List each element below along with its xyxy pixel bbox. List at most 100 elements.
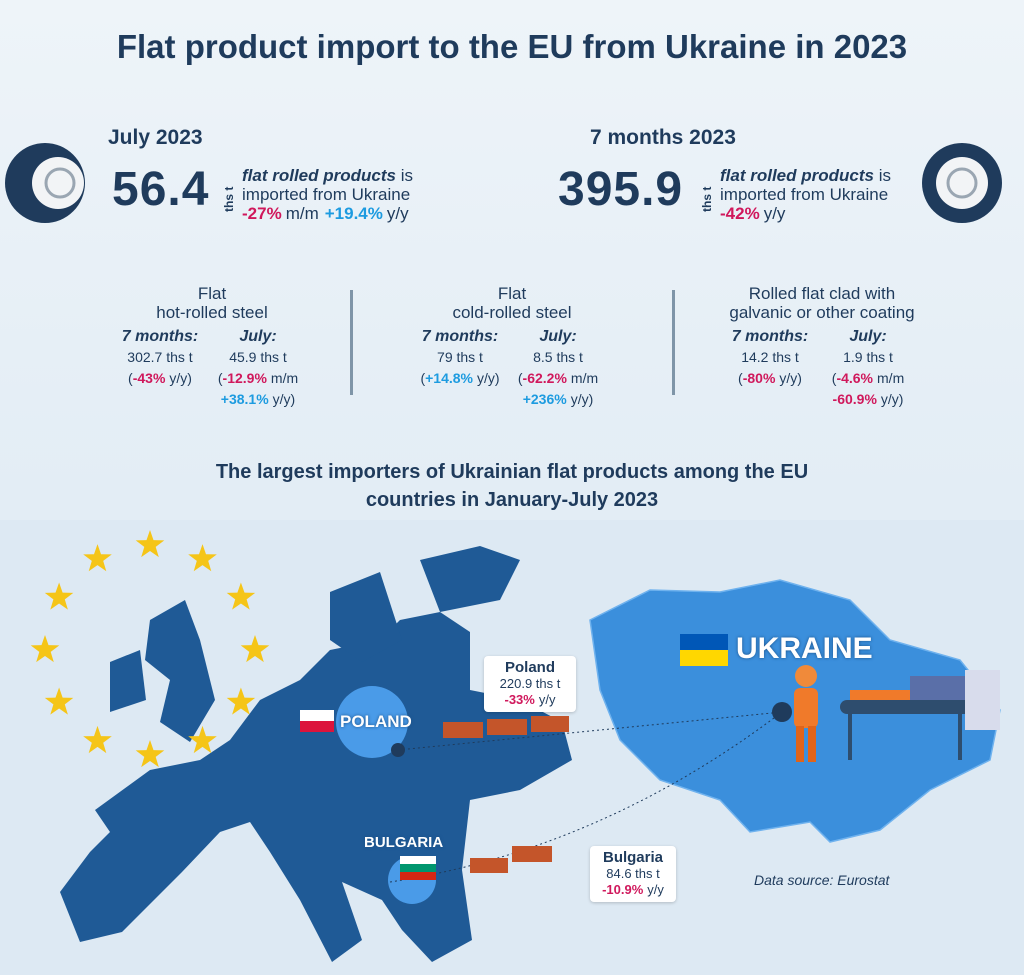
- column-label: July:: [239, 328, 277, 345]
- amount: 84.6 ths t: [606, 866, 660, 881]
- country-name: Poland: [504, 659, 555, 676]
- product-name-line: galvanic or other coating: [729, 303, 915, 322]
- flag-poland: [300, 710, 334, 732]
- change-unit: m/m: [570, 370, 599, 386]
- change: +14.8%: [425, 370, 473, 386]
- poland-label: POLAND: [340, 712, 412, 731]
- verb: is: [400, 166, 413, 185]
- change-line: +236% y/y): [498, 389, 618, 410]
- column-label: July:: [849, 328, 887, 345]
- product-name: Rolled flat clad with galvanic or other c…: [672, 284, 972, 322]
- change-line: (-80% y/y): [710, 368, 830, 389]
- change-unit: y/y): [169, 370, 192, 386]
- column-amount: 8.5 ths t: [533, 349, 583, 365]
- change-line: -60.9% y/y): [808, 389, 928, 410]
- europe: [60, 546, 572, 962]
- product: flat rolled products: [242, 166, 396, 185]
- change: -60.9%: [832, 391, 877, 407]
- star: [226, 582, 256, 610]
- description-line: imported from Ukraine: [242, 185, 411, 204]
- column-label: 7 months:: [121, 328, 199, 345]
- change: +19.4%: [324, 204, 383, 223]
- changes: -42% y/y: [720, 204, 891, 223]
- star: [135, 530, 165, 558]
- eu-stars: [30, 530, 270, 768]
- callout-poland: Poland 220.9 ths t -33% y/y: [484, 656, 576, 712]
- change: -33%: [504, 692, 535, 707]
- change: -80%: [742, 370, 776, 386]
- change-unit: y/y): [779, 370, 802, 386]
- star: [188, 725, 217, 754]
- bracket: (: [420, 370, 426, 386]
- star: [83, 725, 112, 754]
- product-name: Flat hot-rolled steel: [62, 284, 362, 322]
- column-amount: 302.7 ths t: [127, 349, 193, 365]
- train-poland: [443, 716, 569, 738]
- change-line: (-12.9% m/m: [198, 368, 318, 389]
- poland-point: [391, 743, 405, 757]
- column-amount: 14.2 ths t: [741, 349, 799, 365]
- change-line: (-62.2% m/m: [498, 368, 618, 389]
- product-name-line: cold-rolled steel: [452, 303, 572, 322]
- product-column: 7 months: 14.2 ths t (-80% y/y): [710, 326, 830, 389]
- unit: ths t: [700, 186, 714, 212]
- change-unit: y/y): [570, 391, 594, 407]
- column-label: July:: [539, 328, 577, 345]
- subtitle-line: countries in January-July 2023: [365, 489, 659, 511]
- train-bulgaria: [470, 846, 552, 873]
- star: [83, 544, 112, 572]
- change: -12.9%: [222, 370, 267, 386]
- change-unit: y/y): [880, 391, 904, 407]
- unit: ths t: [222, 186, 236, 212]
- product: flat rolled products: [720, 166, 874, 185]
- coil-icons: [5, 143, 1002, 223]
- bracket: (: [517, 370, 523, 386]
- star: [226, 687, 256, 715]
- change-unit: y/y): [272, 391, 296, 407]
- product-name-line: Flat: [197, 284, 227, 303]
- subtitle-line: The largest importers of Ukrainian flat …: [215, 461, 809, 483]
- worker-conveyor: [794, 665, 1000, 762]
- route-bulgaria: [389, 711, 783, 883]
- description: flat rolled products is imported from Uk…: [242, 166, 413, 223]
- verb: is: [878, 166, 891, 185]
- change: -27%: [242, 204, 282, 223]
- star: [240, 635, 270, 663]
- product-column: July: 1.9 ths t (-4.6% m/m -60.9% y/y): [808, 326, 928, 410]
- flag-ukraine: [680, 634, 728, 666]
- change-unit: m/m: [270, 370, 299, 386]
- callout-bulgaria: Bulgaria 84.6 ths t -10.9% y/y: [590, 846, 676, 902]
- change: +236%: [522, 391, 567, 407]
- change-unit: y/y: [386, 204, 409, 223]
- change-unit: m/m: [877, 370, 905, 386]
- country-name: Bulgaria: [602, 849, 663, 866]
- poland-highlight: [336, 686, 408, 758]
- description: flat rolled products is imported from Uk…: [720, 166, 891, 223]
- change-unit: y/y): [476, 370, 500, 386]
- description-line: imported from Ukraine: [720, 185, 889, 204]
- product-name: Flat cold-rolled steel: [362, 284, 662, 322]
- product-column: July: 45.9 ths t (-12.9% m/m +38.1% y/y): [198, 326, 318, 410]
- origin-point: [772, 702, 792, 722]
- change-line: -33% y/y: [490, 692, 570, 708]
- period: July 2023: [108, 126, 203, 149]
- column-amount: 79 ths t: [437, 349, 483, 365]
- bulgaria-label: BULGARIA: [364, 834, 444, 851]
- route-poland: [397, 711, 783, 751]
- star: [30, 635, 60, 663]
- product-name-line: hot-rolled steel: [156, 303, 268, 322]
- star: [188, 544, 217, 572]
- column-amount: 45.9 ths t: [229, 349, 287, 365]
- product-name-line: Flat: [497, 284, 527, 303]
- change-unit: y/y: [647, 882, 664, 897]
- bracket: (: [831, 370, 837, 386]
- star: [44, 687, 74, 715]
- product-column: July: 8.5 ths t (-62.2% m/m +236% y/y): [498, 326, 618, 410]
- ukraine-label: UKRAINE: [736, 632, 873, 665]
- bracket: (: [128, 370, 133, 386]
- divider: [672, 290, 675, 395]
- change: +38.1%: [220, 391, 269, 407]
- column-amount: 1.9 ths t: [843, 349, 893, 365]
- change: -42%: [720, 204, 760, 223]
